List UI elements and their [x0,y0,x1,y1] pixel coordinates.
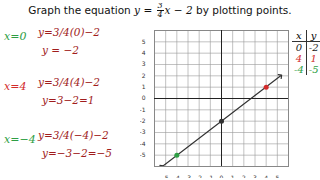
html-text:-5: -5 [308,64,319,75]
svg-text:-4: -4 [174,174,180,178]
svg-text:3: 3 [142,60,146,67]
html-text:x=0: x=0 [4,30,27,43]
html-text:y: y [310,30,317,41]
svg-text:5: 5 [142,38,146,45]
svg-text:3: 3 [253,174,257,178]
svg-text:-4: -4 [140,140,146,147]
svg-text:1: 1 [142,83,146,90]
svg-text:2: 2 [242,174,246,178]
html-text:y=−3−2=−5: y=−3−2=−5 [42,147,112,159]
svg-text:-1: -1 [140,106,146,113]
html-text:y=3/4(0)−2: y=3/4(0)−2 [38,26,100,38]
html-text:x: x [296,30,302,41]
html-text:y=3−2=1: y=3−2=1 [42,94,95,106]
html-text:1: 1 [310,53,317,64]
svg-text:5: 5 [275,174,279,178]
svg-text:-5: -5 [163,174,169,178]
html-text:x=4: x=4 [4,80,27,93]
svg-text:-2: -2 [196,174,202,178]
svg-text:0: 0 [142,94,146,101]
svg-text:0: 0 [220,174,224,178]
html-text:Graph the equation y =3: Graph the equation y =3 [28,1,163,16]
html-text:4: 4 [295,53,303,64]
svg-text:-5: -5 [140,151,146,158]
svg-text:4: 4 [142,49,146,56]
html-text:x=−4 y=3/4(−4)−2: x=−4 y=3/4(−4)−2 [4,129,109,146]
svg-text:4: 4 [264,174,268,178]
svg-text:-1: -1 [207,174,213,178]
html-text:-4: -4 [294,64,304,75]
html-text:y=3/4(4)−2: y=3/4(4)−2 [38,76,100,88]
html-text:y = −2: y = −2 [42,44,79,56]
svg-text:1: 1 [231,174,235,178]
svg-text:-3: -3 [185,174,191,178]
html-text:0: 0 [295,42,303,53]
svg-text:-3: -3 [140,128,146,135]
svg-text:2: 2 [142,72,146,79]
html-text:4x − 2 by plotting points.: 4x − 2 by plotting points. [157,3,292,19]
html-text:-2: -2 [308,42,319,53]
svg-text:-2: -2 [140,117,146,124]
